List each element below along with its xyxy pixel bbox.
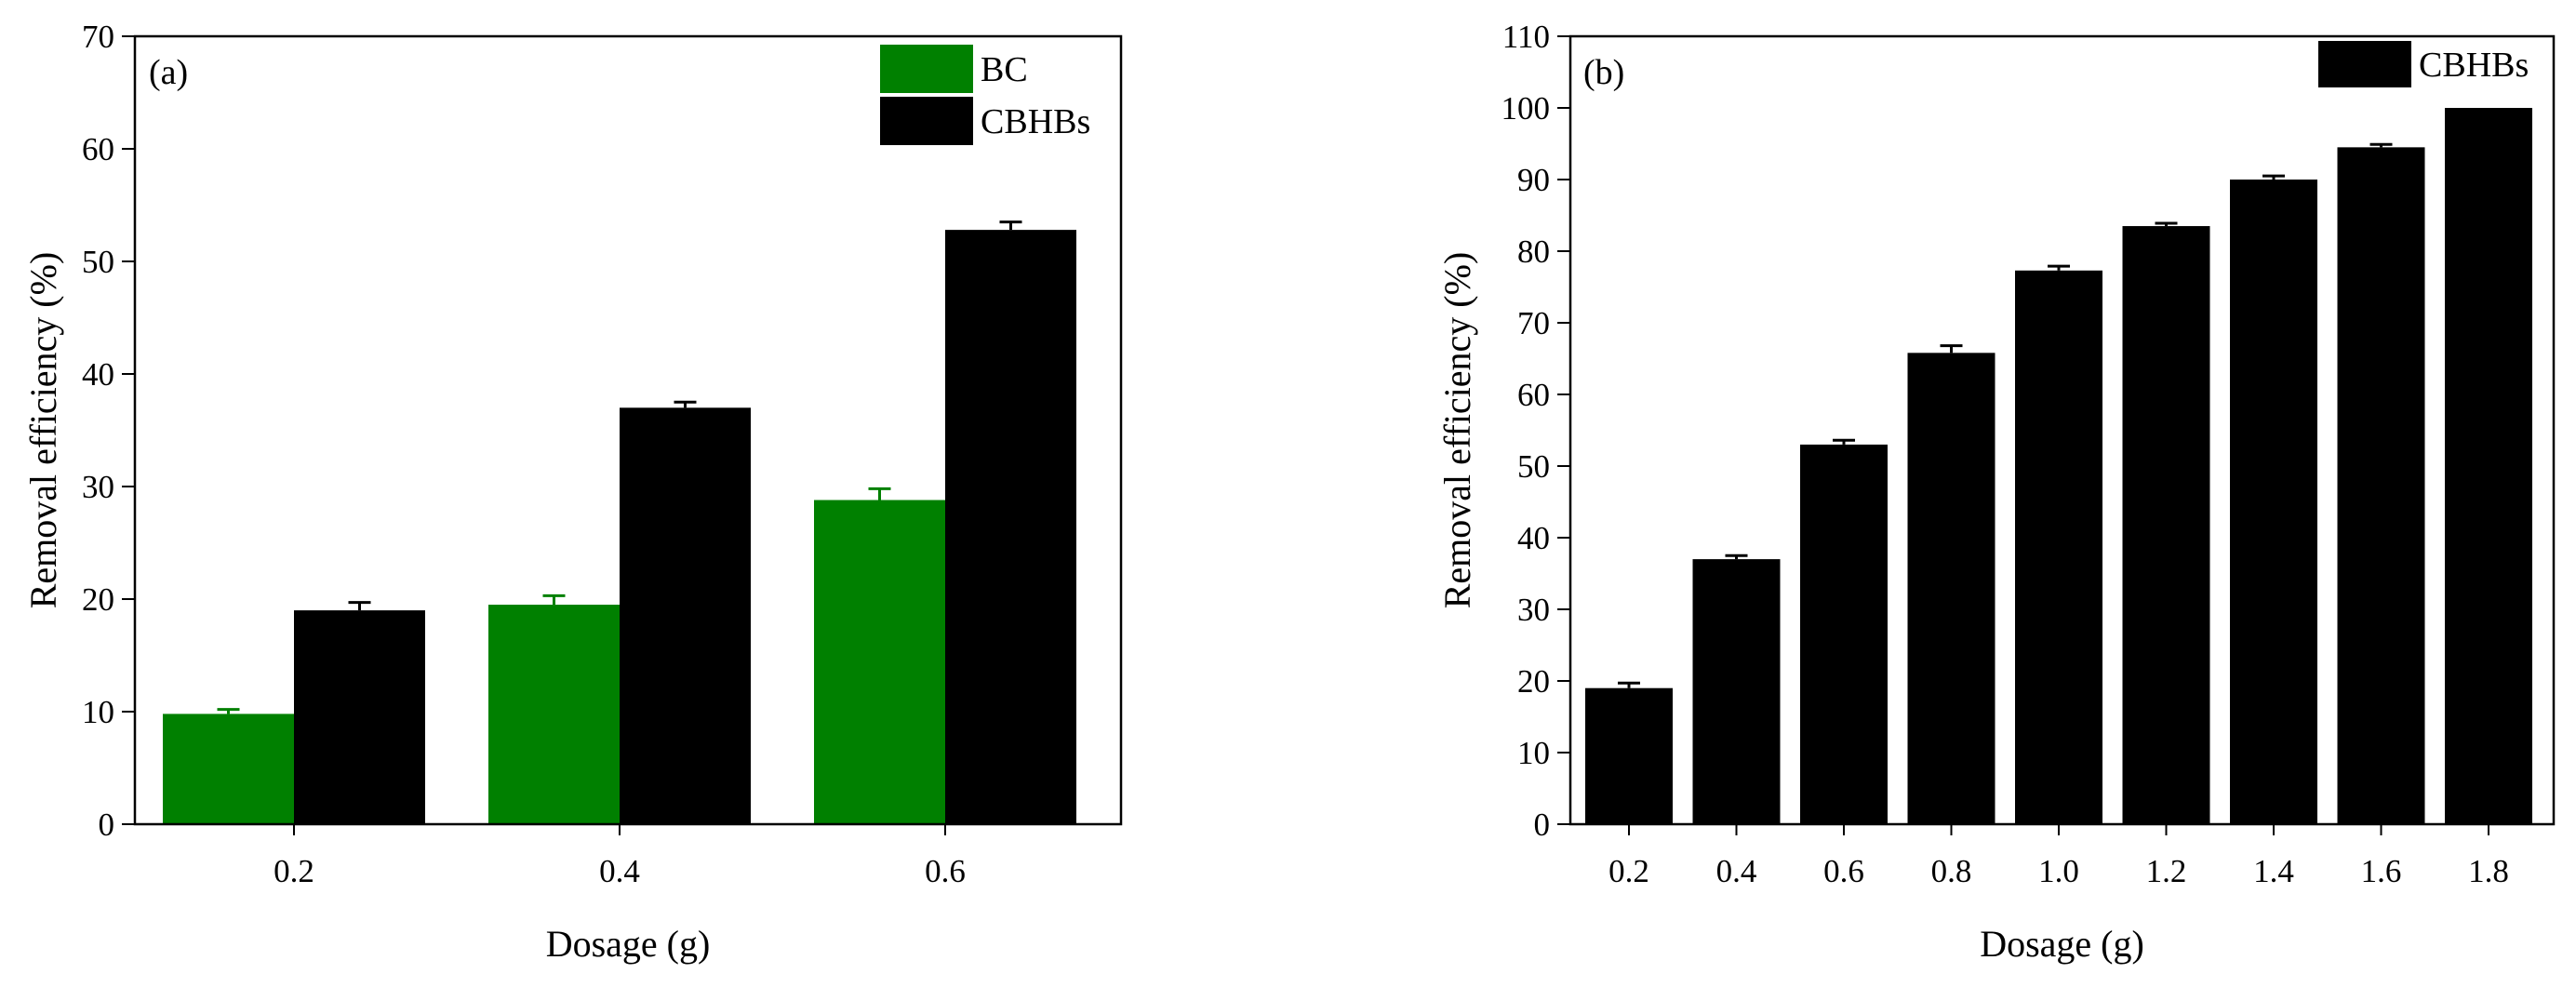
y-tick-label: 100	[1502, 90, 1551, 127]
x-tick-label: 0.8	[1931, 853, 1972, 889]
bar-cbhbs-0.4	[620, 407, 751, 824]
bar-cbhbs-0.6	[945, 230, 1076, 824]
bar-cbhbs-1.8	[2445, 108, 2532, 824]
bar-bc-0.6	[814, 500, 945, 824]
y-tick-label: 90	[1517, 162, 1550, 198]
y-axis-title: Removal efficiency (%)	[22, 252, 64, 609]
legend-swatch-bc	[880, 45, 973, 93]
y-tick-label: 50	[82, 244, 114, 280]
legend-swatch-cbhbs	[2318, 41, 2411, 87]
bar-cbhbs-1.4	[2230, 180, 2317, 824]
x-tick-label: 0.4	[1716, 853, 1757, 889]
legend: CBHBs	[2318, 41, 2529, 87]
bar-cbhbs-1.2	[2122, 226, 2210, 825]
y-tick-label: 40	[82, 356, 114, 393]
y-tick-label: 10	[1517, 735, 1550, 771]
panel-label: (b)	[1583, 53, 1624, 92]
y-tick-label: 0	[99, 807, 115, 843]
y-tick-label: 70	[1517, 305, 1550, 341]
chart-panel-b: 0.2 0.4 0.6 0.8 1.0 1.2 1.4 1.6 1.8 0 10 20 30 40 50 60…	[1436, 19, 2556, 965]
bar-cbhbs-0.8	[1907, 353, 1995, 824]
y-tick-label: 80	[1517, 233, 1550, 270]
x-tick-label: 1.4	[2253, 853, 2294, 889]
bar-cbhbs-0.2	[294, 610, 425, 824]
bar-cbhbs-0.6	[1800, 444, 1888, 824]
y-tick-label: 10	[82, 694, 114, 730]
chart-panel-a: 0.2 0.4 0.6 0 10 20 30 40 50 60 70 Dosage (g) Remova…	[22, 19, 1123, 965]
x-tick-label: 0.4	[599, 853, 640, 889]
x-tick-label: 0.6	[1823, 853, 1864, 889]
legend: BC CBHBs	[880, 45, 1090, 145]
bar-cbhbs-0.2	[1585, 687, 1673, 824]
y-tick-label: 30	[82, 469, 114, 505]
x-tick-label: 1.2	[2146, 853, 2187, 889]
y-tick-label: 110	[1502, 19, 1550, 55]
y-tick-label: 60	[82, 131, 114, 167]
legend-label-cbhbs: CBHBs	[2419, 46, 2529, 85]
y-tick-label: 20	[82, 581, 114, 618]
x-tick-label: 0.2	[274, 853, 314, 889]
x-tick-label: 0.2	[1608, 853, 1649, 889]
y-tick-label: 60	[1517, 377, 1550, 413]
y-tick-label: 70	[82, 19, 114, 55]
y-tick-label: 30	[1517, 592, 1550, 628]
plot-frame	[1568, 34, 2556, 826]
y-tick-label: 40	[1517, 520, 1550, 556]
y-tick-label: 20	[1517, 663, 1550, 700]
x-tick-label: 1.0	[2038, 853, 2079, 889]
x-tick-label: 1.8	[2468, 853, 2509, 889]
bar-cbhbs-1.6	[2337, 147, 2425, 825]
bar-cbhbs-0.4	[1692, 559, 1781, 824]
x-tick-label: 1.6	[2361, 853, 2402, 889]
legend-label-bc: BC	[981, 50, 1028, 89]
y-tick-label: 50	[1517, 448, 1550, 485]
x-axis-title: Dosage (g)	[546, 923, 711, 965]
legend-label-cbhbs: CBHBs	[981, 102, 1090, 141]
panel-label: (a)	[149, 53, 188, 92]
x-tick-label: 0.6	[925, 853, 966, 889]
y-tick-label: 0	[1534, 807, 1551, 843]
legend-swatch-cbhbs	[880, 97, 973, 145]
x-axis-title: Dosage (g)	[1980, 923, 2144, 965]
plot-frame	[133, 34, 1123, 826]
bar-bc-0.4	[488, 605, 620, 824]
bar-cbhbs-1.0	[2015, 270, 2102, 824]
y-axis-title: Removal efficiency (%)	[1436, 252, 1478, 609]
bar-bc-0.2	[163, 714, 294, 824]
